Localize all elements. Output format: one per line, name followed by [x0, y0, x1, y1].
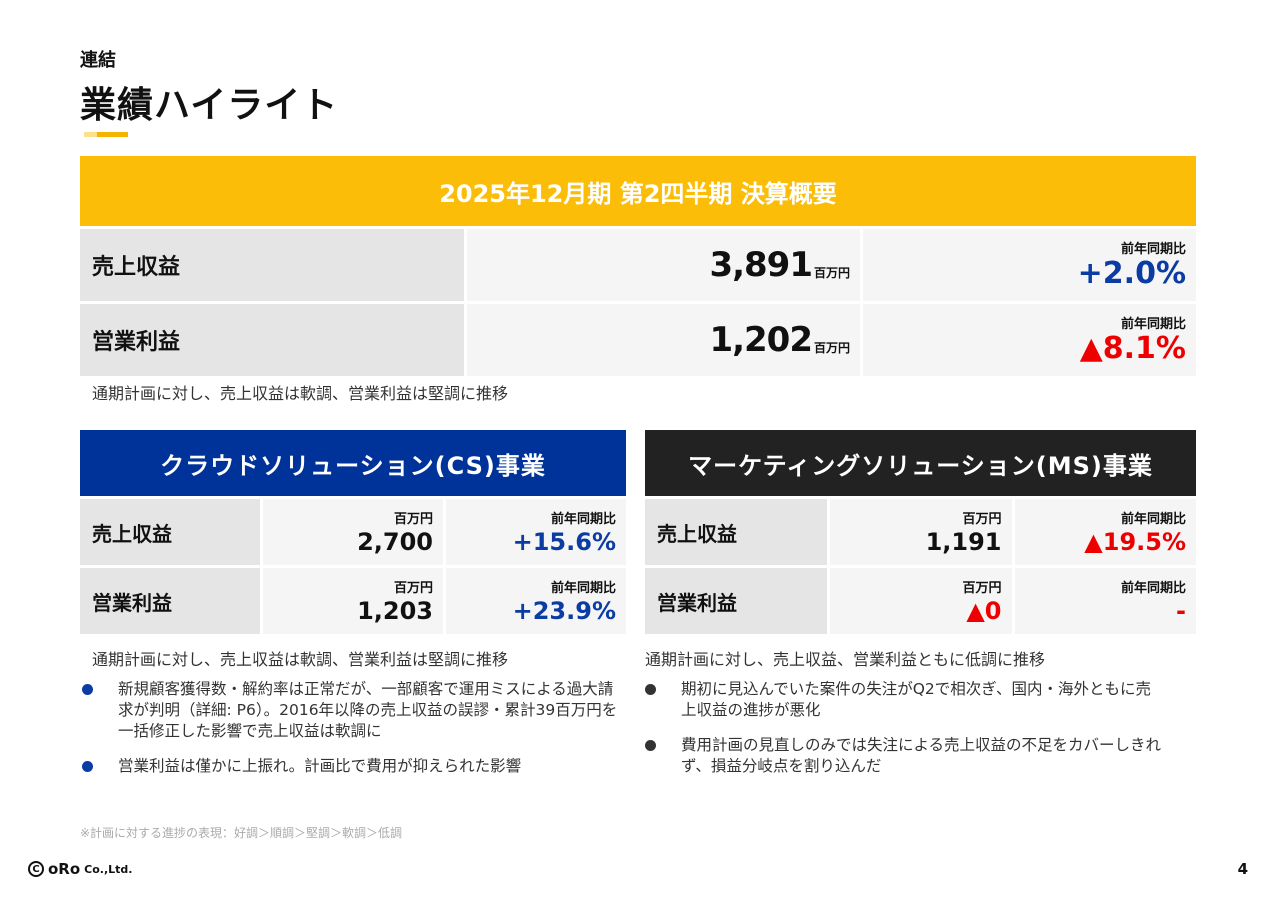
yoy-caption: 前年同期比	[1120, 580, 1186, 596]
unit-label: 百万円	[393, 580, 433, 596]
kicker-label: 連結	[80, 50, 116, 71]
summary-header: 2025年12月期 第2四半期 決算概要	[80, 156, 1196, 226]
yoy-cell: 前年同期比 +2.0%	[863, 229, 1196, 301]
ms-row-revenue: 売上収益 百万円 1,191 前年同期比 ▲19.5%	[645, 499, 1196, 565]
yoy-value: -	[1176, 596, 1186, 625]
ms-segment-header: マーケティングソリューション(MS)事業	[645, 430, 1196, 496]
bullet-dot-icon	[82, 684, 93, 695]
progress-expression-footnote: ※計画に対する進捗の表現：好調＞順調＞堅調＞軟調＞低調	[80, 826, 403, 840]
value-cell: 百万円 1,191	[830, 499, 1012, 565]
yoy-cell: 前年同期比 -	[1014, 568, 1196, 634]
copyright-icon: C	[28, 861, 44, 877]
unit-label: 百万円	[393, 511, 433, 527]
cs-bullet-list: 新規顧客獲得数・解約率は正常だが、一部顧客で運用ミスによる過大請求が判明（詳細:…	[82, 679, 622, 791]
yoy-caption: 前年同期比	[550, 511, 616, 527]
page-number: 4	[1237, 860, 1248, 878]
cs-segment-table: クラウドソリューション(CS)事業 売上収益 百万円 2,700 前年同期比 +…	[80, 430, 626, 634]
cs-segment-note: 通期計画に対し、売上収益は軟調、営業利益は堅調に推移	[92, 650, 509, 669]
underline-dark-segment	[97, 132, 128, 137]
operating-profit-value: 1,202	[709, 320, 813, 360]
cs-row-revenue: 売上収益 百万円 2,700 前年同期比 +15.6%	[80, 499, 626, 565]
yoy-value: +2.0%	[1077, 256, 1186, 292]
yoy-caption: 前年同期比	[1120, 317, 1186, 333]
list-item: 費用計画の見直しのみでは失注による売上収益の不足をカバーしきれず、損益分岐点を割…	[645, 735, 1165, 777]
yoy-cell: 前年同期比 ▲8.1%	[863, 304, 1196, 376]
row-label: 売上収益	[80, 229, 464, 301]
value-cell: 1,202 百万円	[467, 304, 860, 376]
summary-note: 通期計画に対し、売上収益は軟調、営業利益は堅調に推移	[92, 384, 509, 403]
value-cell: 百万円 ▲0	[830, 568, 1012, 634]
row-label: 営業利益	[645, 568, 827, 634]
revenue-value: 2,700	[357, 527, 433, 556]
company-logo: oRo	[48, 860, 81, 878]
ms-segment-note: 通期計画に対し、売上収益、営業利益ともに低調に推移	[645, 650, 1046, 669]
row-label: 営業利益	[80, 304, 464, 376]
value-cell: 3,891 百万円	[467, 229, 860, 301]
row-label: 売上収益	[645, 499, 827, 565]
yoy-value: +23.9%	[512, 596, 616, 625]
row-label: 売上収益	[80, 499, 260, 565]
ms-row-operating-profit: 営業利益 百万円 ▲0 前年同期比 -	[645, 568, 1196, 634]
list-item: 新規顧客獲得数・解約率は正常だが、一部顧客で運用ミスによる過大請求が判明（詳細:…	[82, 679, 622, 742]
value-cell: 百万円 1,203	[263, 568, 443, 634]
unit-label: 百万円	[813, 265, 850, 280]
list-item: 期初に見込んでいた案件の失注がQ2で相次ぎ、国内・海外ともに売上収益の進捗が悪化	[645, 679, 1165, 721]
consolidated-summary-table: 2025年12月期 第2四半期 決算概要 売上収益 3,891 百万円 前年同期…	[80, 156, 1196, 376]
bullet-text: 新規顧客獲得数・解約率は正常だが、一部顧客で運用ミスによる過大請求が判明（詳細:…	[118, 680, 618, 740]
yoy-cell: 前年同期比 ▲19.5%	[1014, 499, 1196, 565]
cs-row-operating-profit: 営業利益 百万円 1,203 前年同期比 +23.9%	[80, 568, 626, 634]
value-cell: 百万円 2,700	[263, 499, 443, 565]
list-item: 営業利益は僅かに上振れ。計画比で費用が抑えられた影響	[82, 756, 622, 777]
page-title: 業績ハイライト	[80, 85, 339, 126]
revenue-value: 3,891	[709, 245, 813, 285]
yoy-value: ▲8.1%	[1079, 331, 1186, 367]
unit-label: 百万円	[813, 340, 850, 355]
summary-row-revenue: 売上収益 3,891 百万円 前年同期比 +2.0%	[80, 229, 1196, 301]
title-underline	[84, 132, 128, 137]
yoy-value: +15.6%	[512, 527, 616, 556]
operating-profit-value: ▲0	[966, 596, 1002, 625]
unit-label: 百万円	[962, 580, 1002, 596]
bullet-dot-icon	[82, 761, 93, 772]
ms-bullet-list: 期初に見込んでいた案件の失注がQ2で相次ぎ、国内・海外ともに売上収益の進捗が悪化…	[645, 679, 1165, 791]
company-suffix: Co.,Ltd.	[84, 862, 133, 876]
row-label: 営業利益	[80, 568, 260, 634]
bullet-text: 費用計画の見直しのみでは失注による売上収益の不足をカバーしきれず、損益分岐点を割…	[681, 736, 1162, 775]
bullet-dot-icon	[645, 740, 656, 751]
underline-light-segment	[84, 132, 97, 137]
copyright: C oRo Co.,Ltd.	[28, 860, 132, 878]
unit-label: 百万円	[962, 511, 1002, 527]
bullet-text: 期初に見込んでいた案件の失注がQ2で相次ぎ、国内・海外ともに売上収益の進捗が悪化	[681, 680, 1152, 719]
bullet-text: 営業利益は僅かに上振れ。計画比で費用が抑えられた影響	[118, 757, 522, 775]
yoy-caption: 前年同期比	[1120, 511, 1186, 527]
summary-row-operating-profit: 営業利益 1,202 百万円 前年同期比 ▲8.1%	[80, 304, 1196, 376]
yoy-caption: 前年同期比	[1120, 242, 1186, 258]
yoy-value: ▲19.5%	[1084, 527, 1186, 556]
yoy-caption: 前年同期比	[550, 580, 616, 596]
operating-profit-value: 1,203	[357, 596, 433, 625]
ms-segment-table: マーケティングソリューション(MS)事業 売上収益 百万円 1,191 前年同期…	[645, 430, 1196, 634]
yoy-cell: 前年同期比 +15.6%	[446, 499, 626, 565]
revenue-value: 1,191	[925, 527, 1002, 556]
cs-segment-header: クラウドソリューション(CS)事業	[80, 430, 626, 496]
yoy-cell: 前年同期比 +23.9%	[446, 568, 626, 634]
bullet-dot-icon	[645, 684, 656, 695]
